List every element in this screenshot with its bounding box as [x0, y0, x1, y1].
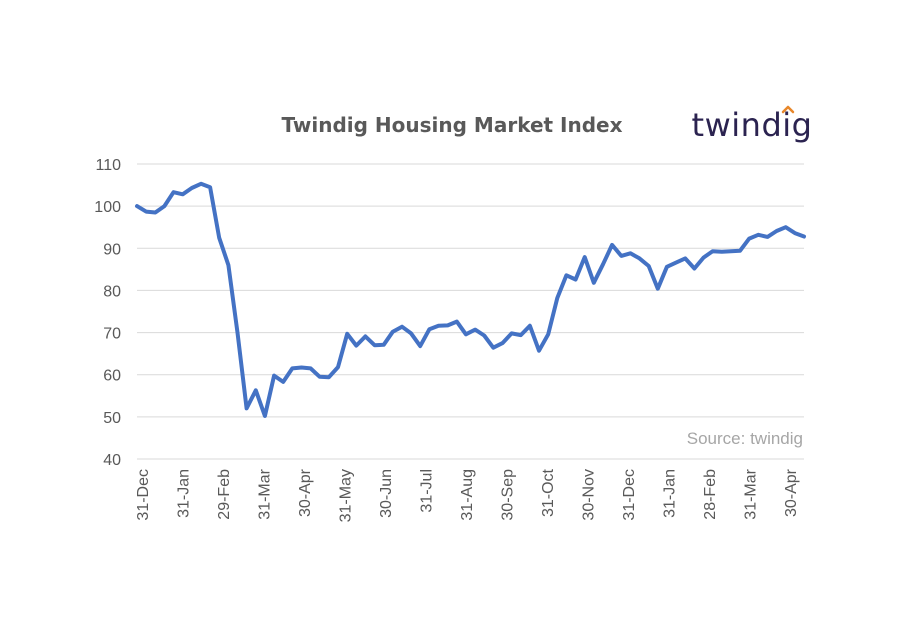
x-tick-label: 28-Feb — [702, 469, 719, 520]
y-tick-label: 60 — [103, 368, 121, 385]
y-axis: 40 50 60 70 80 90 100 110 — [94, 157, 121, 469]
series-group — [135, 181, 806, 418]
x-tick-label: 30-Sep — [500, 469, 517, 521]
source-note: Source: twindig — [687, 429, 803, 448]
x-tick-label: 30-Apr — [297, 468, 314, 517]
logo-roof-accent-icon — [781, 105, 795, 114]
gridlines — [137, 163, 804, 460]
y-tick-label: 50 — [103, 410, 121, 427]
logo-text: twindig — [692, 106, 813, 144]
x-tick-label: 31-Jan — [176, 469, 193, 518]
x-tick-label: 30-Apr — [783, 468, 800, 517]
y-tick-label: 40 — [103, 452, 121, 469]
x-tick-label: 29-Feb — [216, 469, 233, 520]
y-tick-label: 110 — [95, 157, 121, 174]
x-tick-label: 31-Dec — [621, 469, 638, 521]
x-tick-label: 31-Mar — [743, 468, 760, 519]
y-tick-label: 90 — [103, 241, 121, 258]
x-tick-label: 30-Nov — [581, 469, 598, 521]
logo: twindig — [692, 105, 813, 144]
x-tick-label: 31-Oct — [540, 468, 557, 517]
x-tick-label: 31-Dec — [135, 469, 152, 521]
x-tick-label: 31-May — [338, 469, 355, 522]
x-tick-label: 31-Jul — [419, 469, 436, 513]
x-tick-label: 31-Aug — [459, 469, 476, 521]
x-tick-label: 31-Mar — [257, 468, 274, 519]
x-tick-label: 31-Jan — [662, 469, 679, 518]
y-tick-label: 70 — [103, 326, 121, 343]
y-tick-label: 100 — [94, 199, 121, 216]
y-tick-label: 80 — [103, 283, 121, 300]
series-line — [135, 181, 806, 418]
x-tick-label: 30-Jun — [378, 469, 395, 518]
x-axis: 31-Dec 31-Jan 29-Feb 31-Mar 30-Apr 31-May 30-J… — [135, 468, 800, 522]
chart-title: Twindig Housing Market Index — [281, 113, 622, 137]
